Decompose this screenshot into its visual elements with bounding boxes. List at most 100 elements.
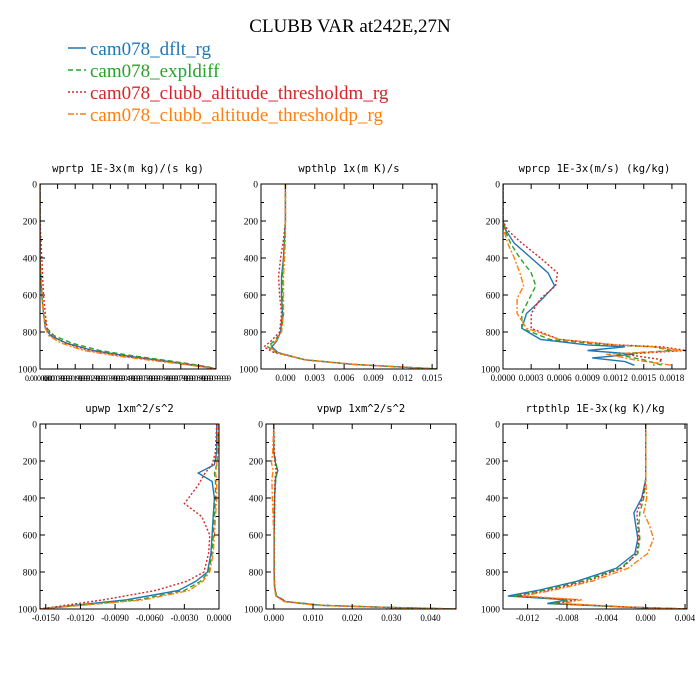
- y-tick-label: 400: [486, 255, 501, 265]
- legend: cam078_dflt_rg cam078_expldiff cam078_cl…: [68, 39, 389, 126]
- x-tick-label: 0.0006: [547, 373, 572, 383]
- y-tick-label: 600: [244, 292, 259, 302]
- x-tick-label: 0.0000499999: [113, 374, 143, 383]
- y-tick-label: 1000: [481, 366, 500, 376]
- x-tick-label: 0.0000199999: [60, 374, 90, 383]
- y-tick-label: 1000: [481, 606, 500, 616]
- x-tick-label: 0.0000899999: [183, 374, 213, 383]
- y-tick-label: 800: [23, 569, 38, 579]
- legend-entry: cam078_clubb_altitude_thresholdm_rg: [68, 83, 389, 104]
- x-tick-label: -0.004: [595, 613, 619, 623]
- y-tick-label: 0: [32, 421, 37, 431]
- panel-title: wpthlp 1x(m K)/s: [298, 163, 399, 175]
- panel: wprtp 1E-3x(m kg)/(s kg) 0 200 400 600 800 100…: [18, 163, 231, 383]
- x-tick-label: 0.0000799999: [166, 374, 196, 383]
- y-tick-label: 200: [23, 458, 38, 468]
- x-tick-label: 0.0000999999: [201, 374, 231, 383]
- y-tick-label: 800: [249, 569, 264, 579]
- series-line: [40, 184, 216, 369]
- x-tick-label: 0.012: [393, 373, 413, 383]
- x-tick-label: 0.0015: [631, 373, 656, 383]
- x-tick-label: 0.000: [636, 613, 657, 623]
- series-line: [503, 184, 686, 366]
- x-tick-label: -0.012: [516, 613, 539, 623]
- legend-entry: cam078_dflt_rg: [68, 39, 212, 60]
- y-tick-label: 600: [23, 532, 38, 542]
- x-tick-label: 0.003: [305, 373, 326, 383]
- x-tick-label: -0.0060: [136, 613, 164, 623]
- y-tick-label: 800: [486, 569, 501, 579]
- x-tick-label: 0.030: [381, 613, 402, 623]
- x-tick-label: -0.0150: [32, 613, 60, 623]
- y-tick-label: 0: [495, 421, 500, 431]
- y-tick-label: 600: [486, 292, 501, 302]
- x-tick-label: 0.0012: [603, 373, 628, 383]
- panel-title: rtpthlp 1E-3x(kg K)/kg: [525, 403, 664, 415]
- series-line: [40, 424, 218, 609]
- series-line: [40, 424, 219, 609]
- x-tick-label: 0.010: [303, 613, 324, 623]
- x-tick-label: 0.015: [422, 373, 443, 383]
- x-tick-label: 0.0000699999: [148, 374, 178, 383]
- x-tick-label: 0.040: [420, 613, 441, 623]
- y-tick-label: 1000: [18, 606, 37, 616]
- x-tick-label: -0.0120: [67, 613, 95, 623]
- y-tick-label: 400: [23, 255, 38, 265]
- x-tick-label: 0.004: [675, 613, 696, 623]
- y-tick-label: 600: [486, 532, 501, 542]
- y-tick-label: 0: [495, 181, 500, 191]
- y-tick-label: 0: [258, 421, 263, 431]
- figure-title: CLUBB VAR at242E,27N: [249, 16, 451, 37]
- legend-entry: cam078_expldiff: [68, 61, 220, 82]
- panels: wprtp 1E-3x(m kg)/(s kg) 0 200 400 600 800 100…: [18, 163, 696, 623]
- series-line: [522, 424, 687, 609]
- y-tick-label: 400: [244, 255, 259, 265]
- y-tick-label: 200: [486, 458, 501, 468]
- y-tick-label: 1000: [239, 366, 258, 376]
- panel-title: vpwp 1xm^2/s^2: [317, 403, 406, 415]
- x-tick-label: -0.0030: [170, 613, 198, 623]
- x-tick-label: 0.0000099999: [43, 374, 73, 383]
- panel-title: upwp 1xm^2/s^2: [85, 403, 174, 415]
- panel: rtpthlp 1E-3x(kg K)/kg 0 200 400 600 800 1000 -…: [481, 403, 696, 623]
- y-tick-label: 800: [244, 329, 259, 339]
- legend-label: cam078_clubb_altitude_thresholdp_rg: [90, 105, 384, 126]
- panel: upwp 1xm^2/s^2 0 200 400 600 800 1000-0.0150 -0…: [18, 403, 232, 623]
- x-tick-label: 0.0000000: [25, 374, 55, 383]
- y-tick-label: 1000: [244, 606, 263, 616]
- y-tick-label: 1000: [18, 366, 37, 376]
- series-line: [517, 424, 687, 609]
- y-tick-label: 200: [486, 218, 501, 228]
- y-tick-label: 400: [486, 495, 501, 505]
- x-tick-label: 0.0000299999: [78, 374, 108, 383]
- y-tick-label: 0: [253, 181, 258, 191]
- panel-title: wprcp 1E-3x(m/s) (kg/kg): [519, 163, 671, 175]
- x-tick-label: 0.000: [275, 373, 296, 383]
- y-tick-label: 800: [23, 329, 38, 339]
- x-tick-label: 0.0000: [491, 373, 516, 383]
- y-tick-label: 200: [23, 218, 38, 228]
- x-tick-label: 0.000: [264, 613, 285, 623]
- x-tick-label: -0.0090: [101, 613, 129, 623]
- panel-title: wprtp 1E-3x(m kg)/(s kg): [52, 163, 204, 175]
- y-tick-label: 400: [23, 495, 38, 505]
- series-line: [270, 424, 456, 609]
- legend-entry: cam078_clubb_altitude_thresholdp_rg: [68, 105, 384, 126]
- x-tick-label: 0.0009: [575, 373, 600, 383]
- legend-label: cam078_dflt_rg: [90, 39, 212, 60]
- x-tick-label: 0.020: [342, 613, 363, 623]
- x-tick-label: -0.008: [555, 613, 579, 623]
- x-tick-label: 0.0000: [207, 613, 232, 623]
- y-tick-label: 0: [32, 181, 37, 191]
- series-line: [507, 424, 687, 609]
- legend-label: cam078_clubb_altitude_thresholdm_rg: [90, 83, 389, 104]
- panel: wprcp 1E-3x(m/s) (kg/kg) 0 200 400 600 800 100…: [481, 163, 687, 383]
- x-tick-label: 0.009: [363, 373, 384, 383]
- y-tick-label: 200: [244, 218, 259, 228]
- y-tick-label: 400: [249, 495, 264, 505]
- y-tick-label: 600: [23, 292, 38, 302]
- series-line: [503, 184, 635, 366]
- series-line: [268, 184, 437, 369]
